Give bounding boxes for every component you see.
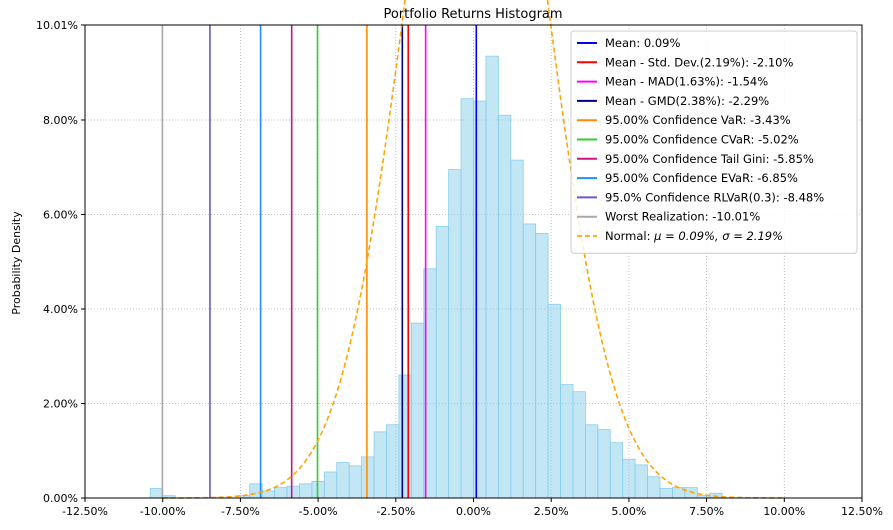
histogram-bar xyxy=(373,431,387,499)
histogram-bar xyxy=(659,488,673,499)
x-tick-label: -2.50% xyxy=(376,505,415,518)
y-tick-label: 6.00% xyxy=(43,208,78,221)
x-tick-label: 12.50% xyxy=(841,505,883,518)
y-tick-label: 8.00% xyxy=(43,114,78,127)
x-tick-label: -10.00% xyxy=(140,505,186,518)
histogram-bar xyxy=(261,490,275,499)
legend-label: 95.00% Confidence VaR: -3.43% xyxy=(605,113,791,127)
histogram-bar xyxy=(448,169,462,499)
histogram-bar xyxy=(634,464,648,499)
histogram-bar xyxy=(522,223,537,499)
legend-label: 95.00% Confidence Tail Gini: -5.85% xyxy=(605,152,814,166)
legend-label: Worst Realization: -10.01% xyxy=(605,210,760,224)
histogram-bar xyxy=(299,483,313,499)
histogram-bar xyxy=(547,303,561,499)
histogram-bar xyxy=(398,374,412,499)
histogram-bar xyxy=(485,55,499,499)
histogram-bar xyxy=(622,458,636,499)
legend-normal-prefix: Normal: xyxy=(605,229,654,243)
histogram-bar xyxy=(609,442,624,499)
y-tick-label: 0.00% xyxy=(43,492,78,505)
histogram-bar xyxy=(348,465,363,499)
x-tick-label: 7.50% xyxy=(689,505,724,518)
histogram-bar xyxy=(286,485,300,499)
histogram-bar xyxy=(597,429,611,499)
histogram-bar xyxy=(274,487,288,499)
legend-label: 95.0% Confidence RLVaR(0.3): -8.48% xyxy=(605,190,824,204)
histogram-bar xyxy=(435,225,450,499)
histogram-bar xyxy=(386,424,400,499)
x-tick-label: -12.50% xyxy=(62,505,108,518)
normal-curve-layer xyxy=(162,0,785,499)
histogram-bar xyxy=(535,232,549,499)
x-tick-label: 5.00% xyxy=(611,505,646,518)
legend-label: 95.00% Confidence EVaR: -6.85% xyxy=(605,171,798,185)
legend-label: Mean - Std. Dev.(2.19%): -2.10% xyxy=(605,55,794,69)
normal-curve-line xyxy=(162,0,785,499)
x-tick-label: 2.50% xyxy=(534,505,569,518)
legend: Mean: 0.09% Mean - Std. Dev.(2.19%): -2.1… xyxy=(570,30,858,254)
histogram-bar xyxy=(572,391,586,499)
histogram-bar xyxy=(323,471,338,499)
histogram-bar xyxy=(473,100,487,499)
x-tick-label: 10.00% xyxy=(763,505,805,518)
histogram-bar xyxy=(149,488,164,499)
axes-layer: -12.50% -10.00% -7.50% -5.00% -2.50% 0.00% 2.5… xyxy=(36,19,883,518)
histogram-bar xyxy=(497,114,512,499)
legend-label-normal: Normal: μ = 0.09%, σ = 2.19% xyxy=(605,229,783,243)
legend-label: Mean - GMD(2.38%): -2.29% xyxy=(605,94,769,108)
histogram-bar xyxy=(560,384,574,499)
x-tick-label: -5.00% xyxy=(299,505,338,518)
x-tick-label: -7.50% xyxy=(221,505,260,518)
x-tick-label: 0.00% xyxy=(456,505,491,518)
histogram-bar xyxy=(361,456,375,499)
histogram-bar xyxy=(336,462,350,499)
y-tick-label: 10.01% xyxy=(36,19,78,32)
histogram-bar xyxy=(410,322,425,499)
histogram-bar xyxy=(584,424,599,499)
legend-label: Mean - MAD(1.63%): -1.54% xyxy=(605,75,768,89)
legend-label: Mean: 0.09% xyxy=(605,36,680,50)
y-tick-label: 2.00% xyxy=(43,397,78,410)
histogram-bar xyxy=(647,476,661,499)
legend-label: 95.00% Confidence CVaR: -5.02% xyxy=(605,133,799,147)
chart-title: Portfolio Returns Histogram xyxy=(383,7,562,22)
histogram-bar xyxy=(460,98,474,499)
legend-normal-math: μ = 0.09%, σ = 2.19% xyxy=(653,229,783,243)
y-axis-label: Probability Density xyxy=(10,211,23,315)
histogram-bar xyxy=(510,159,524,499)
legend-box xyxy=(570,30,858,254)
histogram-bars xyxy=(149,55,723,499)
y-tick-label: 4.00% xyxy=(43,303,78,316)
